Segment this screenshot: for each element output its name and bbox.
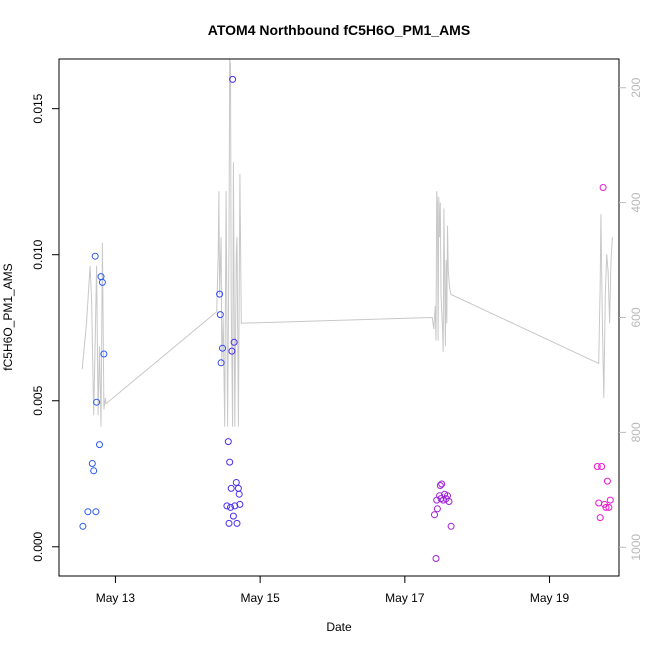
data-point: [79, 522, 87, 530]
data-point: [219, 344, 226, 352]
x-tick-label: May 17: [385, 591, 425, 605]
data-point: [598, 463, 606, 470]
x-tick-label: May 19: [530, 591, 570, 605]
data-point: [100, 350, 108, 358]
altitude-line: [81, 58, 613, 427]
data-point: [596, 514, 604, 522]
data-point: [225, 519, 233, 527]
right-axis-tick-label: 400: [629, 192, 643, 212]
right-axis-tick-label: 800: [629, 422, 643, 442]
y-tick-label: 0.005: [31, 385, 45, 415]
data-point: [96, 441, 103, 449]
data-point: [445, 498, 453, 505]
x-axis-label: Date: [326, 620, 352, 634]
data-point: [235, 490, 243, 498]
right-axis-tick-label: 200: [629, 77, 643, 97]
data-point: [229, 75, 237, 83]
data-point: [233, 519, 241, 527]
data-point: [98, 278, 106, 286]
data-point: [230, 338, 238, 346]
right-axis-tick-label: 1000: [629, 534, 643, 561]
data-point: [93, 398, 101, 406]
x-tick-label: May 15: [240, 591, 280, 605]
data-point: [432, 555, 440, 562]
data-point: [216, 290, 224, 298]
y-tick-label: 0.000: [31, 531, 45, 561]
data-point: [603, 477, 611, 485]
data-point: [431, 511, 438, 519]
chart-title: ATOM4 Northbound fC5H6O_PM1_AMS: [208, 22, 470, 38]
data-point: [226, 458, 234, 466]
y-axis-label: fC5H6O_PM1_AMS: [1, 263, 15, 370]
data-point: [593, 463, 601, 470]
plot-frame: [58, 58, 620, 577]
data-point: [236, 500, 244, 508]
data-point: [217, 359, 225, 367]
data-point: [602, 503, 610, 511]
data-point: [232, 479, 240, 486]
data-point: [227, 503, 234, 511]
data-point: [234, 484, 242, 492]
data-point: [438, 480, 446, 488]
data-point: [231, 502, 239, 510]
data-point: [84, 508, 92, 516]
data-point: [224, 438, 232, 446]
data-point: [436, 482, 444, 489]
plot-area: [79, 58, 614, 562]
data-point: [433, 505, 441, 513]
data-point: [229, 512, 237, 520]
data-point: [606, 496, 614, 504]
data-point: [447, 522, 455, 530]
y-tick-label: 0.015: [31, 93, 45, 123]
data-point: [605, 503, 613, 511]
data-point: [88, 460, 96, 467]
data-point: [595, 499, 603, 507]
axes: May 13 May 15 May 17 May 19 0.000 0.005 0.010 0…: [31, 77, 643, 605]
data-point: [599, 184, 607, 191]
data-point: [90, 467, 98, 475]
y-tick-label: 0.010: [31, 239, 45, 269]
data-point: [228, 347, 236, 355]
data-point: [91, 252, 99, 260]
data-point: [227, 484, 235, 492]
data-point: [92, 508, 100, 516]
data-point: [216, 311, 224, 319]
data-point: [223, 502, 231, 510]
right-axis-tick-label: 600: [629, 307, 643, 327]
x-tick-label: May 13: [96, 591, 136, 605]
